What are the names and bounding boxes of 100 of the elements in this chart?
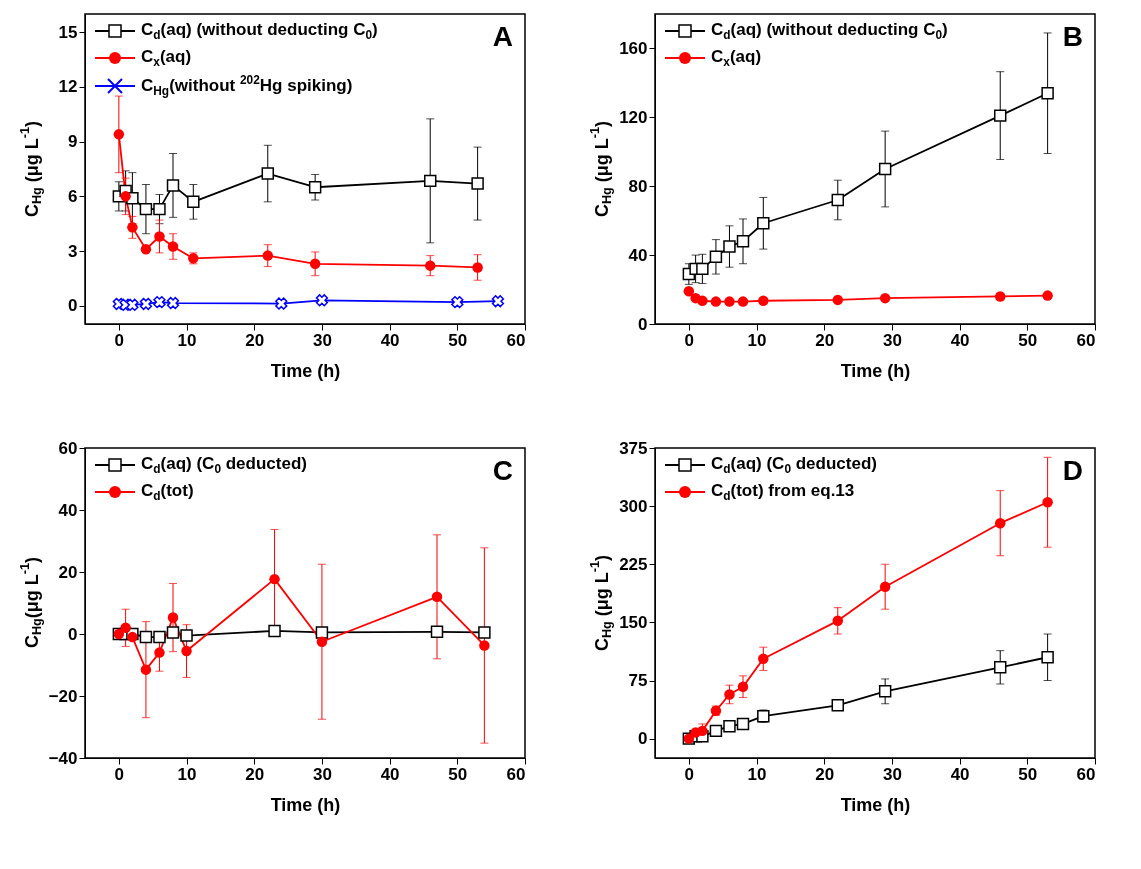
x-tick-label: 10 [177,764,197,784]
y-tick-label: 120 [619,107,648,127]
point [736,717,750,731]
point [424,260,436,271]
x-tick-label: 50 [1018,330,1038,350]
y-tick-label: −20 [48,686,78,706]
x-tick-label: 30 [882,330,902,350]
y-tick-label: 12 [58,77,78,97]
x-tick-label: 40 [950,764,970,784]
point [994,109,1007,122]
y-tick-label: 0 [638,729,648,749]
x-tick-label: 30 [312,764,332,784]
point [709,724,723,738]
point [154,231,165,242]
point [831,699,844,712]
y-tick-label: 150 [619,612,648,632]
x-tick-label: 0 [114,330,125,350]
legend-label: C$_{d}$(tot) [141,480,194,504]
y-tick-label: 75 [628,671,648,690]
x-tick-label: 50 [1018,764,1038,784]
point [139,630,153,644]
x-tick-label: 40 [380,764,400,784]
point [127,222,138,233]
y-tick-label: 300 [619,496,648,516]
x-tick-label: 20 [815,764,835,784]
x-axis-title: Time (h) [270,360,341,381]
point [724,296,735,307]
x-axis-title: Time (h) [840,794,911,815]
point [268,624,281,638]
point [154,647,165,658]
point [994,291,1006,302]
x-tick-label: 0 [684,330,695,350]
legend-label: C$_{x}$(aq) [711,46,762,70]
x-tick-label: 0 [684,764,695,784]
y-tick-label: 9 [68,132,78,152]
point [723,720,736,733]
point [683,286,695,297]
x-tick-label: 10 [747,764,767,784]
y-tick-label: 40 [58,500,78,520]
legend-label: C$_{d}$(aq) (without deducting C$_{0}$) [711,20,948,43]
x-tick-label: 30 [312,330,332,350]
point [261,167,274,180]
point [878,162,892,176]
point [758,653,769,665]
legend-label: C$_{Hg}$(without $^{202}$Hg spiking) [141,73,353,99]
y-tick-label: 40 [628,245,648,265]
x-tick-label: 20 [245,764,265,784]
x-tick-label: 50 [448,330,468,350]
point [736,235,750,248]
point [757,217,770,230]
point [153,202,166,216]
point [994,517,1006,529]
y-tick-label: 20 [58,562,78,582]
point [120,191,131,202]
x-tick-label: 10 [747,330,767,350]
point [269,573,280,585]
point [832,615,844,627]
y-tick-label: 60 [58,438,78,458]
legend-label: C$_{d}$(tot) from eq.13 [711,480,855,504]
point [472,262,483,273]
point [262,250,274,261]
point [723,240,736,253]
point [878,685,892,698]
point [737,296,749,307]
point [140,664,152,675]
x-tick-label: 60 [506,330,526,350]
y-tick-label: 0 [68,296,78,316]
point [471,177,484,190]
x-tick-label: 50 [448,764,468,784]
legend-label: C$_{d}$(aq) (without deducting C$_{0}$) [141,20,378,43]
point [113,129,125,140]
x-tick-label: 60 [1076,330,1096,350]
point [710,296,722,307]
point [1041,87,1054,100]
x-tick-label: 40 [380,330,400,350]
point [724,689,735,700]
x-tick-label: 20 [245,330,265,350]
point [275,297,288,310]
point [140,244,152,255]
point [697,295,708,306]
point [139,202,153,216]
x-tick-label: 60 [506,764,526,784]
x-tick-label: 20 [815,330,835,350]
point [994,661,1007,674]
point [696,262,709,276]
point [737,681,749,692]
point [316,636,328,647]
y-tick-label: 6 [68,186,78,206]
x-tick-label: 10 [177,330,197,350]
x-axis-title: Time (h) [270,794,341,815]
point [309,258,321,270]
x-tick-label: 0 [114,764,125,784]
y-tick-label: −40 [48,748,78,768]
annotation: D [1062,455,1083,486]
point [315,626,329,639]
point [166,626,180,639]
point [126,298,139,312]
y-tick-label: 3 [68,241,78,261]
point [166,296,180,310]
x-tick-label: 60 [1076,764,1096,784]
